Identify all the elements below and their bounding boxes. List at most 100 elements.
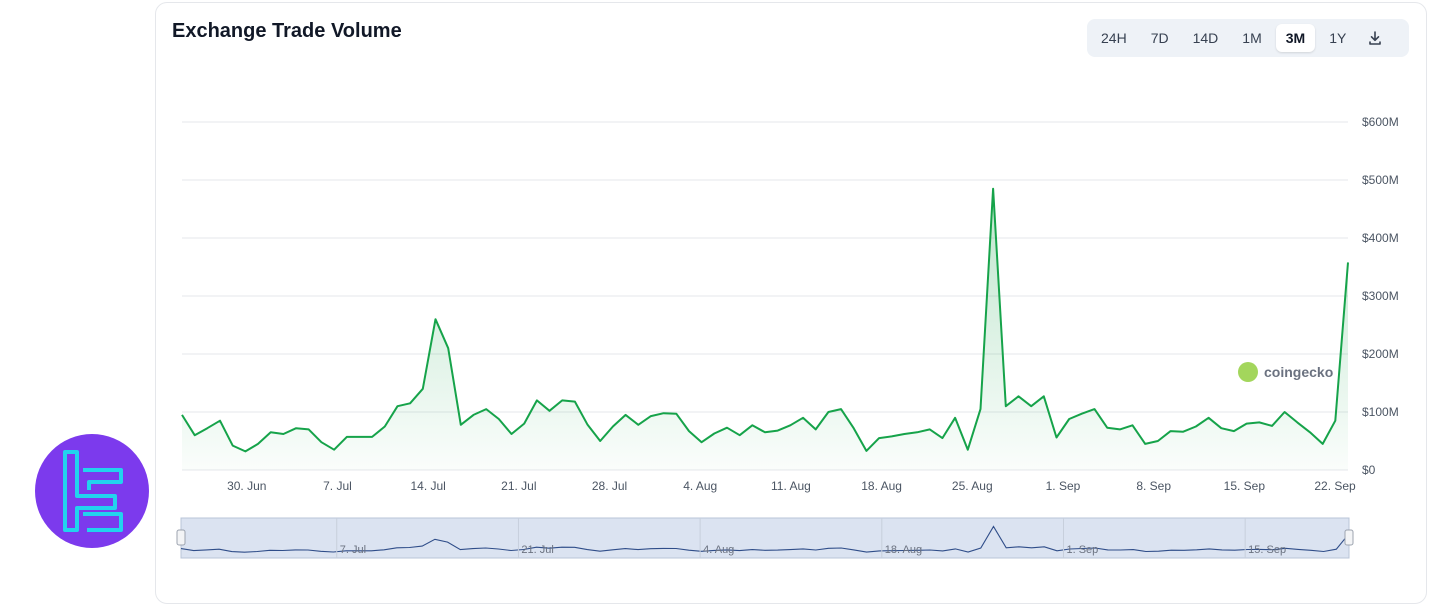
data-point <box>282 433 284 435</box>
range-button-14d[interactable]: 14D <box>1192 30 1219 46</box>
data-point <box>1119 428 1121 430</box>
data-point <box>599 440 601 442</box>
data-point <box>384 425 386 427</box>
data-point <box>1106 426 1108 428</box>
data-point <box>675 413 677 415</box>
data-point <box>295 427 297 429</box>
y-tick-label: $400M <box>1362 231 1399 245</box>
data-point <box>1334 420 1336 422</box>
data-point <box>358 436 360 438</box>
data-point <box>1017 395 1019 397</box>
time-range-selector: 24H 7D 14D 1M 3M 1Y <box>1087 19 1409 57</box>
y-tick-label: $500M <box>1362 173 1399 187</box>
data-point <box>1220 427 1222 429</box>
range-button-1m[interactable]: 1M <box>1242 30 1262 46</box>
navigator-label: 15. Sep <box>1248 544 1286 556</box>
data-point <box>738 434 740 436</box>
navigator-label: 18. Aug <box>885 544 922 556</box>
data-point <box>840 408 842 410</box>
x-tick-label: 25. Aug <box>952 479 993 493</box>
range-button-7d[interactable]: 7D <box>1150 30 1169 46</box>
data-point <box>1030 405 1032 407</box>
data-point <box>827 411 829 413</box>
navigator-label: 1. Sep <box>1066 544 1098 556</box>
data-point <box>751 424 753 426</box>
x-tick-label: 30. Jun <box>227 479 266 493</box>
data-point <box>333 449 335 451</box>
chart-title: Exchange Trade Volume <box>172 20 402 42</box>
data-point <box>1207 417 1209 419</box>
x-tick-label: 21. Jul <box>501 479 536 493</box>
y-tick-label: $0 <box>1362 463 1376 477</box>
watermark-text: coingecko <box>1264 364 1334 380</box>
data-point <box>270 431 272 433</box>
x-tick-label: 14. Jul <box>410 479 445 493</box>
data-point <box>789 424 791 426</box>
data-point <box>422 388 424 390</box>
data-point <box>992 188 994 190</box>
data-point <box>903 433 905 435</box>
y-tick-label: $100M <box>1362 405 1399 419</box>
y-tick-label: $300M <box>1362 289 1399 303</box>
data-point <box>548 410 550 412</box>
data-point <box>1043 395 1045 397</box>
exchange-volume-chart: $0 $100M $200M $300M $400M $500M $600M 30. Jun 7… <box>176 115 1399 559</box>
data-point <box>662 412 664 414</box>
data-point <box>700 441 702 443</box>
navigator-label: 4. Aug <box>703 544 734 556</box>
coingecko-icon <box>1238 362 1258 382</box>
data-point <box>447 347 449 349</box>
data-point <box>1131 424 1133 426</box>
range-button-3m[interactable]: 3M <box>1275 24 1316 52</box>
navigator-label: 21. Jul <box>521 544 553 556</box>
data-point <box>396 405 398 407</box>
download-icon[interactable] <box>1360 24 1390 52</box>
chart-card <box>155 2 1427 604</box>
navigator-series <box>180 525 1350 553</box>
x-tick-label: 7. Jul <box>323 479 352 493</box>
data-point <box>929 428 931 430</box>
navigator-right-handle[interactable] <box>1344 529 1354 546</box>
data-point <box>561 399 563 401</box>
data-point <box>498 418 500 420</box>
range-button-1y[interactable]: 1Y <box>1329 30 1347 46</box>
data-point <box>1245 422 1247 424</box>
data-point <box>954 417 956 419</box>
data-point <box>586 424 588 426</box>
y-tick-label: $200M <box>1362 347 1399 361</box>
range-button-24h[interactable]: 24H <box>1101 30 1127 46</box>
x-tick-label: 11. Aug <box>771 479 811 493</box>
navigator-left-handle[interactable] <box>176 529 186 546</box>
data-point <box>574 400 576 402</box>
data-point <box>637 424 639 426</box>
data-point <box>244 450 246 452</box>
data-point <box>1296 421 1298 423</box>
x-tick-label: 8. Sep <box>1136 479 1171 493</box>
data-point <box>1157 440 1159 442</box>
data-point <box>853 427 855 429</box>
data-point <box>1182 431 1184 433</box>
data-point <box>1055 436 1057 438</box>
data-point <box>1068 418 1070 420</box>
data-point <box>916 431 918 433</box>
data-point <box>726 426 728 428</box>
data-point <box>764 431 766 433</box>
x-tick-label: 1. Sep <box>1046 479 1081 493</box>
data-point <box>612 425 614 427</box>
data-point <box>472 414 474 416</box>
data-point <box>802 417 804 419</box>
data-point <box>650 415 652 417</box>
data-point <box>371 436 373 438</box>
data-point <box>878 437 880 439</box>
data-point <box>1233 430 1235 432</box>
data-point <box>1093 408 1095 410</box>
data-point <box>257 443 259 445</box>
data-point <box>1169 430 1171 432</box>
data-point <box>814 428 816 430</box>
data-point <box>1283 411 1285 413</box>
volume-area <box>182 188 1348 470</box>
data-point <box>688 430 690 432</box>
data-point <box>320 441 322 443</box>
data-point <box>891 435 893 437</box>
data-point <box>219 420 221 422</box>
